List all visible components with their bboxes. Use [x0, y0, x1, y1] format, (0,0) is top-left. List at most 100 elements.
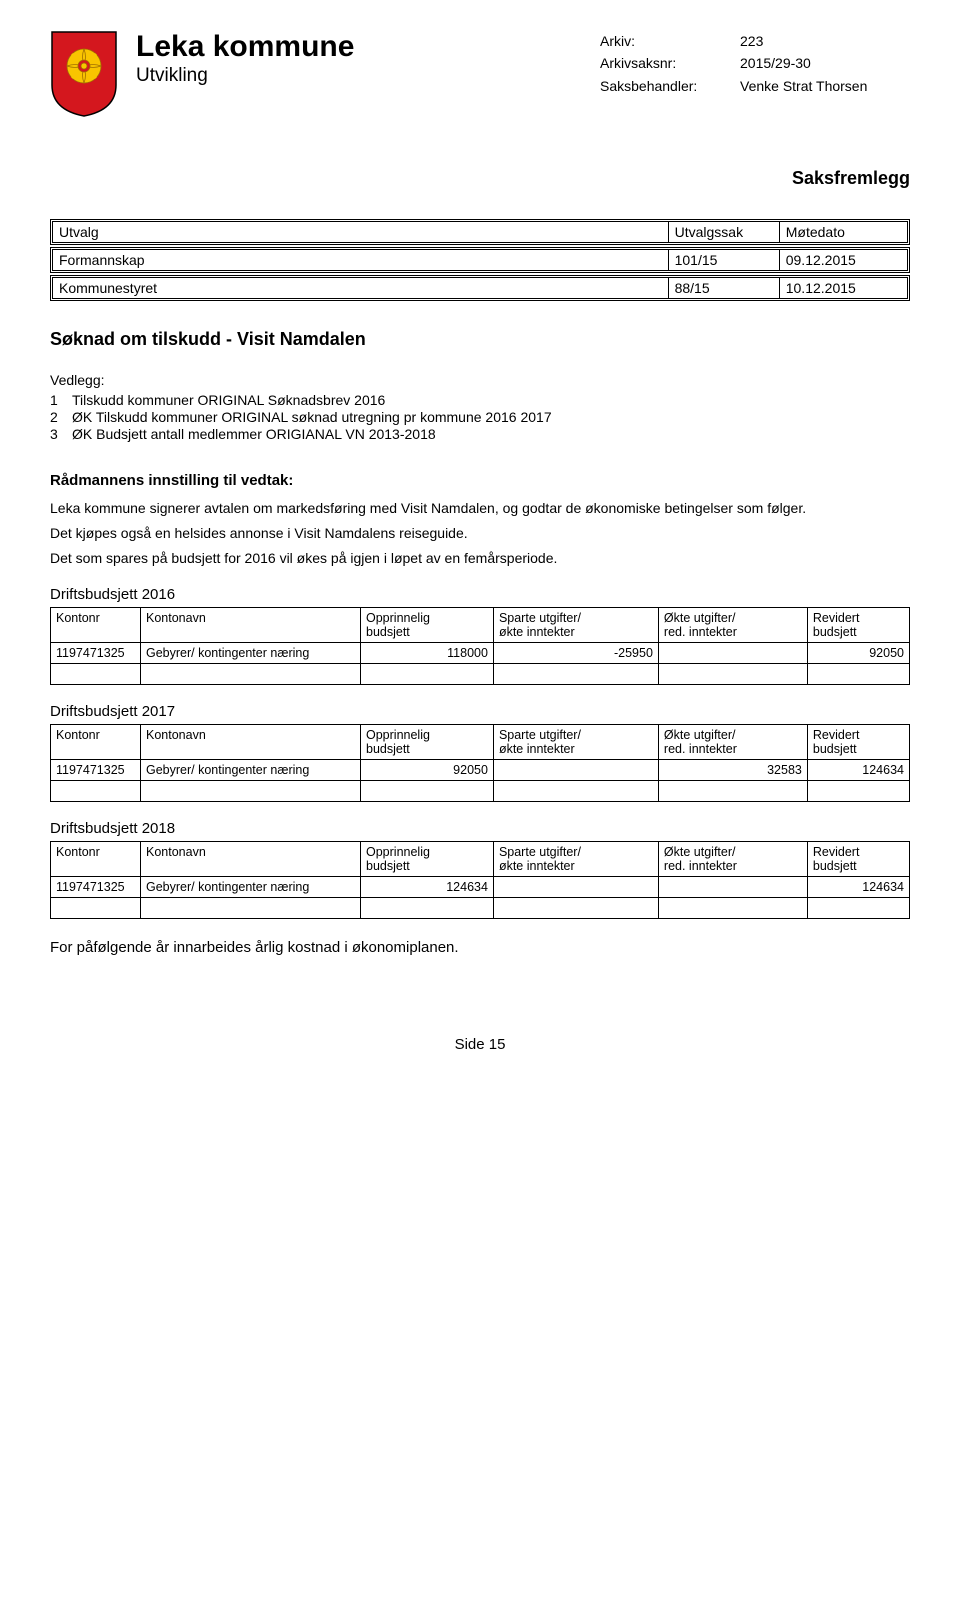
vedlegg-label: Vedlegg: [50, 372, 910, 388]
utvalg-header: Utvalg [53, 222, 669, 243]
budget-cell: 1197471325 [51, 876, 141, 897]
budget-empty-row [51, 663, 910, 684]
title-block: Leka kommune Utvikling [136, 30, 582, 87]
innstilling-p2: Det kjøpes også en helsides annonse i Vi… [50, 524, 910, 543]
budget-header-cell: Sparte utgifter/økte inntekter [493, 607, 658, 642]
budget-empty-cell [141, 780, 361, 801]
budget-empty-row [51, 780, 910, 801]
budget-cell: 118000 [361, 642, 494, 663]
utvalgssak-cell: 101/15 [668, 250, 779, 271]
vedlegg-item: 1Tilskudd kommuner ORIGINAL Søknadsbrev … [50, 392, 910, 408]
org-name: Leka kommune [136, 30, 582, 63]
budget-header-cell: Kontonr [51, 607, 141, 642]
budget-cell: 92050 [807, 642, 909, 663]
budget-empty-cell [361, 780, 494, 801]
budget-header-cell: Kontonr [51, 724, 141, 759]
budget-empty-cell [141, 663, 361, 684]
saksbehandler-value: Venke Strat Thorsen [740, 75, 867, 97]
budget-cell: 1197471325 [51, 759, 141, 780]
budget-table: KontonrKontonavnOpprinneligbudsjettSpart… [50, 841, 910, 919]
budget-header-cell: Kontonr [51, 841, 141, 876]
footer-note: For påfølgende år innarbeides årlig kost… [50, 939, 910, 956]
budget-cell [493, 759, 658, 780]
budget-cell: Gebyrer/ kontingenter næring [141, 876, 361, 897]
budget-empty-cell [807, 663, 909, 684]
innstilling-heading: Rådmannens innstilling til vedtak: [50, 472, 910, 489]
budget-table: KontonrKontonavnOpprinneligbudsjettSpart… [50, 724, 910, 802]
budget-header-cell: Økte utgifter/red. inntekter [658, 724, 807, 759]
saksbehandler-label: Saksbehandler: [600, 75, 740, 97]
arkivsaksnr-label: Arkivsaksnr: [600, 52, 740, 74]
budget-cell: -25950 [493, 642, 658, 663]
budget-empty-cell [493, 663, 658, 684]
budget-empty-cell [51, 897, 141, 918]
budget-empty-cell [658, 897, 807, 918]
budget-empty-cell [361, 897, 494, 918]
budget-empty-cell [493, 780, 658, 801]
budget-empty-cell [658, 663, 807, 684]
budget-empty-row [51, 897, 910, 918]
utvalgssak-header: Utvalgssak [668, 222, 779, 243]
budget-row: 1197471325Gebyrer/ kontingenter næring11… [51, 642, 910, 663]
innstilling-p1: Leka kommune signerer avtalen om markeds… [50, 499, 910, 518]
budgets-container: Driftsbudsjett 2016KontonrKontonavnOppri… [50, 586, 910, 919]
arkiv-value: 223 [740, 30, 763, 52]
vedlegg-item-text: Tilskudd kommuner ORIGINAL Søknadsbrev 2… [72, 392, 385, 408]
budget-empty-cell [807, 897, 909, 918]
vedlegg-item: 2ØK Tilskudd kommuner ORIGINAL søknad ut… [50, 409, 910, 425]
budget-header-cell: Revidertbudsjett [807, 607, 909, 642]
budget-cell: Gebyrer/ kontingenter næring [141, 759, 361, 780]
budget-empty-cell [51, 663, 141, 684]
document-header: Leka kommune Utvikling Arkiv: 223 Arkivs… [50, 30, 910, 118]
budget-header-cell: Kontonavn [141, 724, 361, 759]
utvalg-table-row: Formannskap 101/15 09.12.2015 [50, 247, 910, 273]
vedlegg-item-number: 1 [50, 392, 72, 408]
utvalg-table-header: Utvalg Utvalgssak Møtedato [50, 219, 910, 245]
budget-cell [493, 876, 658, 897]
budget-empty-cell [658, 780, 807, 801]
budget-empty-cell [51, 780, 141, 801]
budget-cell [658, 876, 807, 897]
budget-title: Driftsbudsjett 2018 [50, 820, 910, 837]
motedato-cell: 10.12.2015 [779, 278, 907, 299]
budget-cell: 124634 [807, 759, 909, 780]
budget-header-cell: Økte utgifter/red. inntekter [658, 607, 807, 642]
arkivsaksnr-value: 2015/29-30 [740, 52, 811, 74]
budget-title: Driftsbudsjett 2016 [50, 586, 910, 603]
budget-row: 1197471325Gebyrer/ kontingenter næring92… [51, 759, 910, 780]
innstilling-p3: Det som spares på budsjett for 2016 vil … [50, 549, 910, 568]
budget-header-cell: Kontonavn [141, 607, 361, 642]
utvalg-table-row: Kommunestyret 88/15 10.12.2015 [50, 275, 910, 301]
budget-empty-cell [141, 897, 361, 918]
budget-header-cell: Opprinneligbudsjett [361, 724, 494, 759]
budget-header-cell: Opprinneligbudsjett [361, 841, 494, 876]
budget-row: 1197471325Gebyrer/ kontingenter næring12… [51, 876, 910, 897]
budget-title: Driftsbudsjett 2017 [50, 703, 910, 720]
budget-empty-cell [807, 780, 909, 801]
vedlegg-list: 1Tilskudd kommuner ORIGINAL Søknadsbrev … [50, 392, 910, 442]
budget-cell: 1197471325 [51, 642, 141, 663]
budget-header-cell: Sparte utgifter/økte inntekter [493, 841, 658, 876]
budget-cell: 124634 [361, 876, 494, 897]
meta-block: Arkiv: 223 Arkivsaksnr: 2015/29-30 Saksb… [600, 30, 910, 97]
municipality-crest-icon [50, 30, 118, 118]
saksfremlegg-heading: Saksfremlegg [50, 168, 910, 189]
arkiv-label: Arkiv: [600, 30, 740, 52]
document-title: Søknad om tilskudd - Visit Namdalen [50, 329, 910, 350]
utvalgssak-cell: 88/15 [668, 278, 779, 299]
vedlegg-item-text: ØK Budsjett antall medlemmer ORIGIANAL V… [72, 426, 436, 442]
utvalg-cell: Formannskap [53, 250, 669, 271]
budget-cell: Gebyrer/ kontingenter næring [141, 642, 361, 663]
budget-cell [658, 642, 807, 663]
motedato-header: Møtedato [779, 222, 907, 243]
budget-header-cell: Kontonavn [141, 841, 361, 876]
utvalg-cell: Kommunestyret [53, 278, 669, 299]
vedlegg-item-number: 2 [50, 409, 72, 425]
budget-table: KontonrKontonavnOpprinneligbudsjettSpart… [50, 607, 910, 685]
budget-header-cell: Sparte utgifter/økte inntekter [493, 724, 658, 759]
budget-header-cell: Revidertbudsjett [807, 841, 909, 876]
budget-header-cell: Opprinneligbudsjett [361, 607, 494, 642]
budget-header-cell: Økte utgifter/red. inntekter [658, 841, 807, 876]
budget-cell: 32583 [658, 759, 807, 780]
vedlegg-item-number: 3 [50, 426, 72, 442]
